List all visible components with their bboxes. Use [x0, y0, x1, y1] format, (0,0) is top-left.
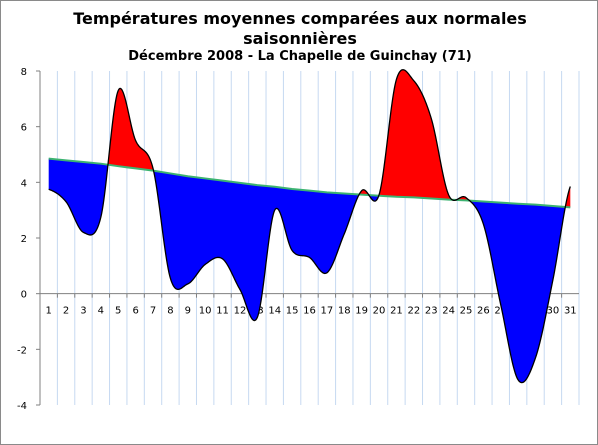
x-tick-label: 6 — [132, 306, 138, 317]
x-tick-label: 26 — [477, 306, 490, 317]
x-tick-label: 8 — [167, 306, 173, 317]
y-tick-label: -4 — [17, 401, 27, 412]
x-tick-label: 1 — [46, 306, 52, 317]
x-tick-label: 2 — [63, 306, 69, 317]
normal-temperature-line — [48, 157, 571, 209]
y-tick-label: 6 — [21, 123, 27, 134]
x-tick-label: 11 — [216, 306, 229, 317]
below-normal-area — [469, 200, 566, 383]
x-tick-label: 18 — [338, 306, 351, 317]
x-tick-label: 23 — [425, 306, 438, 317]
below-normal-area — [153, 170, 360, 321]
mean-temperature-line — [48, 69, 571, 384]
x-tick-label: 20 — [373, 306, 386, 317]
x-tick-label: 15 — [286, 306, 299, 317]
y-tick-label: 4 — [21, 178, 27, 189]
y-tick-label: -2 — [17, 345, 27, 356]
chart-title: Températures moyennes comparées aux norm… — [73, 9, 527, 48]
chart-subtitle: Décembre 2008 - La Chapelle de Guinchay … — [128, 49, 472, 64]
x-tick-label: 19 — [355, 306, 368, 317]
x-tick-label: 12 — [234, 306, 247, 317]
x-tick-label: 25 — [460, 306, 473, 317]
x-tick-label: 16 — [303, 306, 316, 317]
x-tick-label: 27 — [494, 306, 507, 317]
y-tick-label: 2 — [21, 234, 27, 245]
y-tick-label: 8 — [21, 67, 27, 78]
x-tick-label: 9 — [185, 306, 191, 317]
x-tick-label: 5 — [115, 306, 121, 317]
x-tick-label: 3 — [80, 306, 86, 317]
x-tick-label: 7 — [150, 306, 156, 317]
below-normal-area — [48, 158, 108, 235]
x-tick-label: 4 — [98, 306, 104, 317]
x-tick-label: 21 — [390, 306, 403, 317]
x-tick-label: 24 — [442, 306, 455, 317]
x-tick-label: 22 — [407, 306, 420, 317]
x-tick-label: 10 — [199, 306, 212, 317]
above-normal-area — [107, 88, 154, 171]
x-tick-label: 14 — [268, 306, 281, 317]
above-normal-area — [378, 69, 453, 200]
x-tick-label: 31 — [564, 306, 577, 317]
x-tick-label: 30 — [547, 306, 560, 317]
x-tick-label: 17 — [321, 306, 334, 317]
y-tick-label: 0 — [21, 290, 27, 301]
